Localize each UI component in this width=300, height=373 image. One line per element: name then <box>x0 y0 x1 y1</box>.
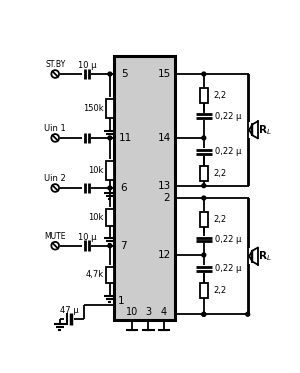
Text: 10k: 10k <box>88 213 104 222</box>
Text: MUTE: MUTE <box>44 232 66 241</box>
Text: 10k: 10k <box>88 166 104 175</box>
Text: 47 µ: 47 µ <box>60 306 78 315</box>
Circle shape <box>108 244 112 248</box>
Text: 12: 12 <box>158 250 171 260</box>
Circle shape <box>202 72 206 76</box>
Text: 14: 14 <box>158 133 171 143</box>
Bar <box>200 283 208 298</box>
Text: 10: 10 <box>126 307 138 317</box>
Bar <box>200 88 208 103</box>
Text: 2,2: 2,2 <box>213 215 226 224</box>
Bar <box>200 212 208 227</box>
Circle shape <box>108 186 112 190</box>
Text: 10 µ: 10 µ <box>77 233 96 242</box>
Text: Uin 1: Uin 1 <box>44 124 66 133</box>
Text: 15: 15 <box>158 69 171 79</box>
Text: 2,2: 2,2 <box>213 91 226 100</box>
Text: 0,22 µ: 0,22 µ <box>214 264 241 273</box>
Text: 13: 13 <box>158 181 171 191</box>
Circle shape <box>108 72 112 76</box>
Bar <box>106 161 114 179</box>
Text: 0,22 µ: 0,22 µ <box>214 235 241 244</box>
Text: R$_L$: R$_L$ <box>258 123 272 137</box>
Circle shape <box>246 312 250 316</box>
Text: 10 µ: 10 µ <box>77 61 96 70</box>
Text: 2: 2 <box>163 193 169 203</box>
Bar <box>106 99 114 118</box>
Text: 4,7k: 4,7k <box>85 270 104 279</box>
Bar <box>114 56 175 320</box>
Text: 7: 7 <box>120 241 127 251</box>
Text: 3: 3 <box>145 307 152 317</box>
Circle shape <box>202 136 206 140</box>
Text: 2,2: 2,2 <box>213 286 226 295</box>
Text: Uin 2: Uin 2 <box>44 174 66 183</box>
Text: 0,22 µ: 0,22 µ <box>214 112 241 121</box>
Text: 6: 6 <box>120 183 127 193</box>
Circle shape <box>108 136 112 140</box>
Text: 0,22 µ: 0,22 µ <box>214 147 241 156</box>
Text: 150k: 150k <box>83 104 104 113</box>
Text: R$_L$: R$_L$ <box>258 249 272 263</box>
Text: 5: 5 <box>121 69 128 79</box>
Bar <box>106 267 114 283</box>
Circle shape <box>202 312 206 316</box>
Circle shape <box>202 196 206 200</box>
Circle shape <box>202 253 206 257</box>
Bar <box>200 166 208 181</box>
Text: ST.BY: ST.BY <box>45 60 65 69</box>
Circle shape <box>202 184 206 188</box>
Text: 1: 1 <box>118 296 125 306</box>
Circle shape <box>202 312 206 316</box>
Text: 2,2: 2,2 <box>213 169 226 178</box>
Text: 11: 11 <box>118 133 132 143</box>
Bar <box>106 209 114 226</box>
Text: 4: 4 <box>161 307 167 317</box>
